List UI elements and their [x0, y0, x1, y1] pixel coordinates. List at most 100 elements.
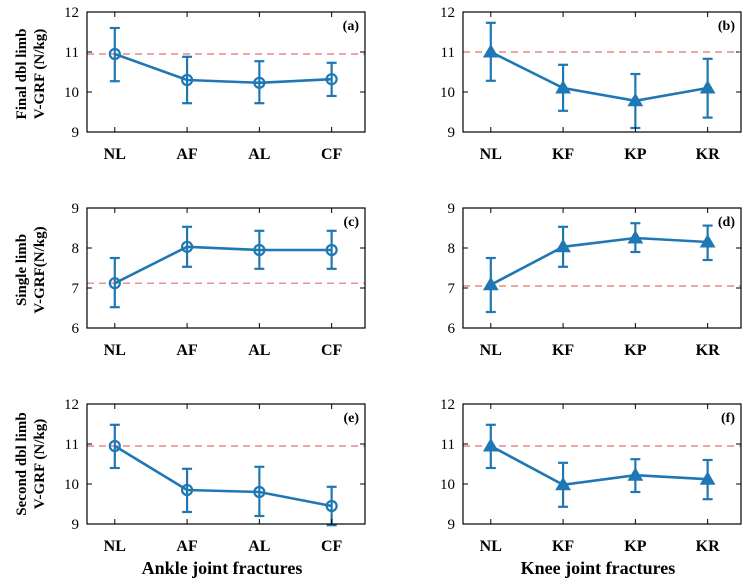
- x-tick-label: KR: [696, 538, 720, 555]
- data-point: [253, 485, 266, 499]
- xlabel-knee: Knee joint fractures: [521, 558, 676, 578]
- x-tick-label: AF: [176, 538, 198, 555]
- data-point: [325, 499, 338, 513]
- y-tick-label: 6: [448, 321, 456, 337]
- x-tick-label: CF: [321, 342, 343, 359]
- data-point: [627, 92, 644, 107]
- data-point: [627, 467, 644, 481]
- x-tick-label: KR: [696, 146, 720, 163]
- y-tick-label: 12: [64, 397, 79, 413]
- x-tick-label: NL: [104, 146, 126, 163]
- x-tick-label: KP: [624, 538, 646, 555]
- data-point: [180, 73, 194, 87]
- panel-e: 9 10 11 12 NL AF AL CF (e): [64, 397, 366, 555]
- x-tick-label: KR: [696, 342, 720, 359]
- x-tick-label: NL: [480, 342, 502, 359]
- y-tick-label: 9: [72, 125, 80, 141]
- data-point: [699, 471, 716, 485]
- axes-frame: [462, 403, 742, 525]
- x-tick-label: KF: [552, 538, 574, 555]
- panel-label: (f): [721, 411, 735, 426]
- x-tick-label: AL: [248, 538, 270, 555]
- x-tick-label: AL: [248, 146, 270, 163]
- y-tick-label: 9: [72, 517, 80, 533]
- x-tick-label: NL: [104, 538, 126, 555]
- data-point: [325, 73, 338, 86]
- y-tick-label: 12: [64, 5, 79, 21]
- y-tick-label: 9: [448, 125, 456, 141]
- panel-label: (a): [343, 19, 360, 34]
- data-point: [482, 276, 499, 291]
- y-tick-label: 10: [64, 477, 79, 493]
- x-tick-label: NL: [104, 342, 126, 359]
- x-tick-label: NL: [480, 538, 502, 555]
- xlabel-ankle: Ankle joint fractures: [142, 558, 303, 578]
- axes-frame: [462, 11, 742, 133]
- y-tick-label: 8: [72, 241, 80, 257]
- y-tick-label: 7: [72, 281, 80, 297]
- x-tick-label: AF: [176, 146, 198, 163]
- ylabel-row2-line1: Single limb: [14, 234, 30, 306]
- data-point: [627, 230, 644, 244]
- y-tick-label: 10: [440, 85, 455, 101]
- data-point: [699, 80, 716, 94]
- series-line: [490, 236, 708, 286]
- y-tick-label: 9: [448, 517, 456, 533]
- x-tick-label: CF: [321, 146, 343, 163]
- data-point: [325, 243, 338, 257]
- data-point: [555, 238, 571, 253]
- series-line: [114, 245, 332, 285]
- y-tick-label: 8: [448, 241, 456, 257]
- axes-frame: [86, 207, 366, 329]
- panel-label: (e): [343, 411, 359, 426]
- y-tick-label: 7: [448, 281, 456, 297]
- y-tick-label: 10: [440, 477, 455, 493]
- panel-label: (d): [718, 215, 735, 230]
- y-tick-label: 10: [64, 85, 79, 101]
- data-point: [482, 44, 499, 58]
- data-point: [108, 439, 121, 453]
- x-tick-label: AF: [176, 342, 198, 359]
- x-tick-label: AL: [248, 342, 270, 359]
- series-line: [490, 444, 708, 487]
- data-point: [180, 483, 194, 497]
- axes-frame: [462, 207, 742, 329]
- panel-d: 6 7 8 9 NL KF KP KR (d): [448, 201, 742, 359]
- axes-frame: [86, 403, 366, 525]
- x-tick-label: KP: [624, 146, 646, 163]
- panel-f: 9 10 11 12 NL KF KP KR (f): [440, 397, 742, 555]
- panel-b: 9 10 11 12 NL KF KP KR (b): [440, 5, 742, 163]
- axes-frame: [86, 11, 366, 133]
- ylabel-row3-line1: Second dbl limb: [14, 412, 30, 515]
- panel-a: 9 10 11 12 NL AF AL CF (a): [64, 5, 366, 163]
- x-tick-label: KF: [552, 342, 574, 359]
- panel-label: (b): [718, 19, 735, 34]
- data-point: [108, 47, 121, 61]
- y-tick-label: 11: [65, 45, 79, 61]
- data-point: [555, 80, 571, 94]
- data-point: [253, 76, 266, 89]
- panel-c: 6 7 8 9 NL AF AL CF (c): [72, 201, 366, 359]
- data-point: [180, 240, 194, 253]
- series-line: [490, 50, 708, 103]
- panel-label: (c): [343, 215, 359, 230]
- y-tick-label: 11: [441, 437, 455, 453]
- x-tick-label: CF: [321, 538, 343, 555]
- ylabel-row2-line2: V-GRF(N/kg): [32, 226, 48, 313]
- data-point: [108, 277, 121, 290]
- y-tick-label: 9: [72, 201, 80, 217]
- y-tick-label: 11: [65, 437, 79, 453]
- data-point: [482, 438, 499, 452]
- data-point: [253, 243, 266, 257]
- y-tick-label: 12: [440, 397, 455, 413]
- data-point: [699, 234, 716, 248]
- x-tick-label: NL: [480, 146, 502, 163]
- series-line: [114, 52, 332, 85]
- ylabel-row1-line1: Final dbl limb: [14, 29, 30, 120]
- y-tick-label: 11: [441, 45, 455, 61]
- series-line: [114, 444, 332, 508]
- ylabel-row3-line2: V-GRF (N/kg): [32, 419, 48, 509]
- y-tick-label: 12: [440, 5, 455, 21]
- ylabel-row1-line2: V-GRF (N/kg): [32, 29, 48, 119]
